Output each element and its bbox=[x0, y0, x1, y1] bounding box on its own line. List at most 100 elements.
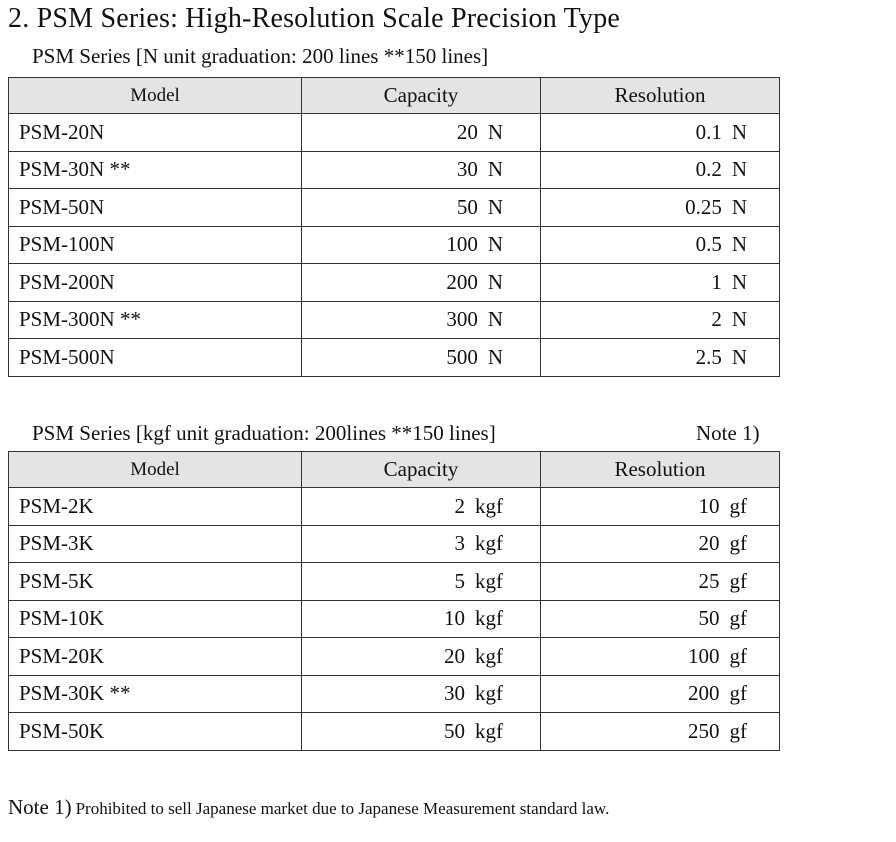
resolution-unit: N bbox=[731, 232, 747, 257]
model-cell: PSM-20N bbox=[8, 113, 302, 152]
resolution-unit: N bbox=[731, 119, 747, 144]
page-title: 2. PSM Series: High-Resolution Scale Pre… bbox=[8, 3, 621, 34]
capacity-cell: 30 N bbox=[301, 150, 541, 189]
resolution-cell: 100 gf bbox=[540, 637, 780, 676]
capacity-value: 20 bbox=[456, 119, 478, 144]
resolution-cell: 0.25 N bbox=[540, 188, 780, 227]
model-cell: PSM-10K bbox=[8, 599, 302, 638]
table-caption-kgf: PSM Series [kgf unit graduation: 200line… bbox=[32, 421, 496, 445]
model-cell: PSM-30K ** bbox=[8, 674, 302, 713]
capacity-value: 500 bbox=[446, 344, 478, 369]
model-cell: PSM-30N ** bbox=[8, 150, 302, 189]
resolution-cell: 0.2 N bbox=[540, 150, 780, 189]
capacity-cell: 500 N bbox=[301, 338, 541, 377]
resolution-cell: 25 gf bbox=[540, 562, 780, 601]
resolution-unit: N bbox=[731, 307, 747, 332]
capacity-unit: N bbox=[487, 307, 503, 332]
capacity-cell: 3 kgf bbox=[301, 524, 541, 563]
capacity-value: 2 bbox=[454, 493, 466, 518]
resolution-unit: gf bbox=[729, 643, 748, 668]
table-caption-note: Note 1) bbox=[696, 421, 760, 445]
capacity-cell: 50 kgf bbox=[301, 712, 541, 751]
capacity-value: 5 bbox=[454, 568, 466, 593]
capacity-value: 300 bbox=[446, 307, 478, 332]
footnote: Note 1) Prohibited to sell Japanese marke… bbox=[8, 795, 609, 820]
model-cell: PSM-20K bbox=[8, 637, 302, 676]
capacity-unit: N bbox=[487, 157, 503, 182]
header-capacity: Capacity bbox=[301, 451, 541, 488]
capacity-value: 30 bbox=[456, 157, 478, 182]
capacity-value: 100 bbox=[446, 232, 478, 257]
header-row: Model Capacity Resolution bbox=[8, 77, 780, 114]
resolution-unit: N bbox=[731, 344, 747, 369]
psm-n-table: Model Capacity Resolution PSM-20N 20 N 0.1 N… bbox=[8, 77, 780, 377]
resolution-value: 10 bbox=[698, 493, 720, 518]
capacity-unit: kgf bbox=[475, 643, 503, 668]
resolution-unit: gf bbox=[729, 718, 748, 743]
resolution-cell: 250 gf bbox=[540, 712, 780, 751]
model-cell: PSM-500N bbox=[8, 338, 302, 377]
psm-kgf-table: Model Capacity Resolution PSM-2K 2 kgf 10 gf… bbox=[8, 451, 780, 751]
capacity-cell: 10 kgf bbox=[301, 599, 541, 638]
header-resolution: Resolution bbox=[540, 77, 780, 114]
capacity-unit: N bbox=[487, 194, 503, 219]
resolution-value: 2 bbox=[711, 307, 722, 332]
capacity-unit: kgf bbox=[475, 681, 503, 706]
header-model: Model bbox=[8, 77, 302, 114]
resolution-unit: gf bbox=[729, 531, 748, 556]
header-capacity: Capacity bbox=[301, 77, 541, 114]
resolution-value: 2.5 bbox=[695, 344, 722, 369]
capacity-unit: kgf bbox=[475, 493, 503, 518]
footnote-label: Note 1) bbox=[8, 795, 72, 819]
capacity-unit: kgf bbox=[475, 531, 503, 556]
header-row: Model Capacity Resolution bbox=[8, 451, 780, 488]
capacity-unit: N bbox=[487, 232, 503, 257]
resolution-unit: gf bbox=[729, 606, 748, 631]
table-row: PSM-30N ** 30 N 0.2 N bbox=[8, 150, 780, 189]
capacity-unit: kgf bbox=[475, 568, 503, 593]
resolution-value: 0.2 bbox=[695, 157, 722, 182]
capacity-cell: 20 N bbox=[301, 113, 541, 152]
resolution-value: 0.25 bbox=[685, 194, 722, 219]
capacity-unit: N bbox=[487, 119, 503, 144]
model-cell: PSM-50K bbox=[8, 712, 302, 751]
resolution-cell: 10 gf bbox=[540, 487, 780, 526]
resolution-cell: 0.5 N bbox=[540, 225, 780, 264]
resolution-cell: 2.5 N bbox=[540, 338, 780, 377]
model-cell: PSM-2K bbox=[8, 487, 302, 526]
resolution-unit: gf bbox=[729, 681, 748, 706]
model-cell: PSM-50N bbox=[8, 188, 302, 227]
capacity-value: 30 bbox=[444, 681, 465, 706]
capacity-cell: 50 N bbox=[301, 188, 541, 227]
resolution-value: 100 bbox=[688, 643, 720, 668]
model-cell: PSM-5K bbox=[8, 562, 302, 601]
header-model: Model bbox=[8, 451, 302, 488]
capacity-value: 3 bbox=[454, 531, 466, 556]
table-row: PSM-2K 2 kgf 10 gf bbox=[8, 487, 780, 526]
capacity-value: 10 bbox=[444, 606, 465, 631]
resolution-cell: 0.1 N bbox=[540, 113, 780, 152]
table-row: PSM-50N 50 N 0.25 N bbox=[8, 188, 780, 227]
table-row: PSM-10K 10 kgf 50 gf bbox=[8, 599, 780, 638]
resolution-cell: 20 gf bbox=[540, 524, 780, 563]
capacity-value: 20 bbox=[444, 643, 465, 668]
capacity-cell: 300 N bbox=[301, 300, 541, 339]
resolution-value: 200 bbox=[688, 681, 720, 706]
capacity-value: 50 bbox=[456, 194, 478, 219]
resolution-cell: 50 gf bbox=[540, 599, 780, 638]
table-row: PSM-100N 100 N 0.5 N bbox=[8, 225, 780, 264]
resolution-value: 20 bbox=[698, 531, 720, 556]
table-row: PSM-5K 5 kgf 25 gf bbox=[8, 562, 780, 601]
capacity-cell: 20 kgf bbox=[301, 637, 541, 676]
resolution-value: 1 bbox=[711, 269, 722, 294]
capacity-unit: kgf bbox=[475, 718, 503, 743]
resolution-unit: gf bbox=[729, 493, 748, 518]
capacity-cell: 30 kgf bbox=[301, 674, 541, 713]
resolution-value: 0.5 bbox=[695, 232, 722, 257]
resolution-unit: gf bbox=[729, 568, 748, 593]
resolution-unit: N bbox=[731, 269, 747, 294]
